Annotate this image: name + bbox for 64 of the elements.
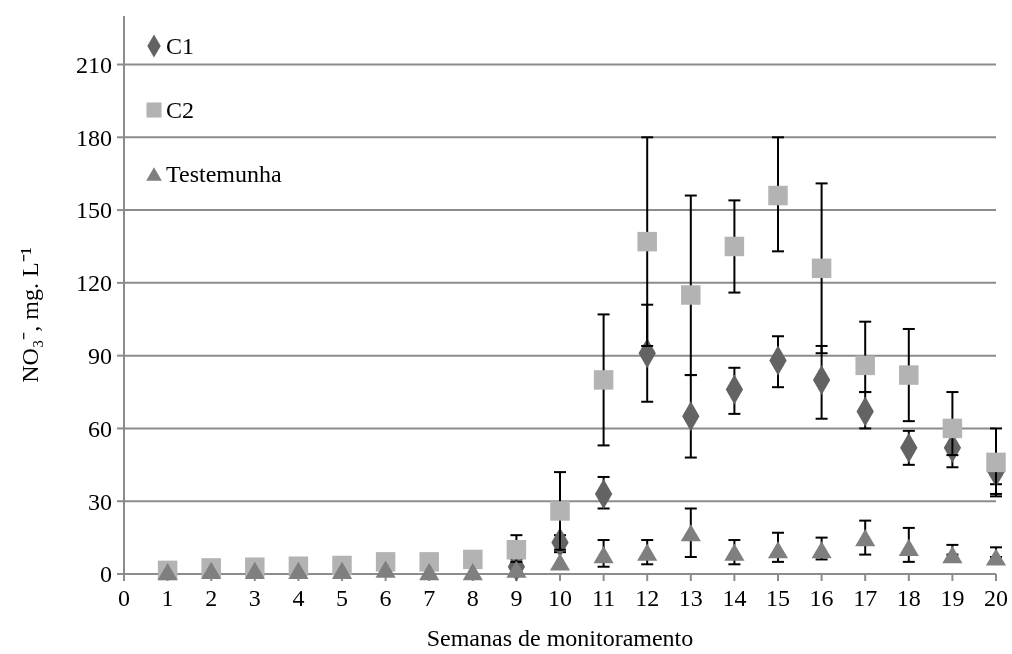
- y-axis-title: NO₃⁻, mg. L⁻¹: [17, 247, 43, 383]
- x-tick-label: 14: [722, 585, 747, 611]
- point: [375, 560, 396, 578]
- point: [506, 560, 527, 578]
- x-tick-label: 15: [766, 585, 790, 611]
- point: [637, 231, 657, 252]
- point: [244, 561, 265, 579]
- y-tick-label: 0: [100, 561, 112, 588]
- point: [898, 538, 919, 556]
- point: [331, 561, 353, 579]
- x-tick-label: 12: [635, 585, 660, 611]
- x-tick-label: 0: [118, 585, 130, 611]
- y-tick-label: 180: [76, 124, 112, 151]
- point: [288, 561, 309, 579]
- x-tick-label: 2: [205, 585, 218, 611]
- point: [680, 524, 701, 542]
- point: [855, 355, 875, 376]
- point: [811, 258, 832, 279]
- x-tick-label: 8: [466, 585, 479, 611]
- point: [899, 365, 919, 385]
- point: [942, 546, 963, 564]
- point: [811, 541, 832, 559]
- x-tick-label: 20: [984, 585, 1008, 611]
- point: [985, 548, 1007, 566]
- x-tick-label: 16: [809, 585, 834, 611]
- x-tick-label: 18: [896, 585, 921, 611]
- y-tick-label: 210: [76, 51, 112, 78]
- x-tick-label: 6: [379, 585, 392, 611]
- point: [986, 452, 1006, 473]
- y-tick-label: 90: [88, 343, 112, 370]
- y-tick-label: 120: [76, 270, 112, 297]
- point: [637, 543, 658, 561]
- point: [681, 285, 701, 305]
- legend-label: C2: [166, 97, 195, 124]
- y-tick-label: 60: [88, 415, 112, 442]
- point: [724, 543, 745, 561]
- x-tick-label: 1: [161, 585, 174, 611]
- y-tick-label: 30: [88, 488, 112, 515]
- point: [767, 541, 789, 559]
- point: [419, 563, 440, 581]
- point: [462, 563, 483, 581]
- point: [768, 185, 788, 206]
- x-tick-label: 19: [940, 585, 965, 611]
- x-tick-label: 4: [292, 585, 305, 611]
- x-tick-label: 17: [853, 585, 878, 611]
- point: [550, 501, 570, 521]
- point: [942, 418, 963, 439]
- point: [506, 539, 527, 560]
- x-tick-label: 7: [423, 585, 436, 611]
- point: [855, 529, 876, 547]
- point: [724, 236, 745, 257]
- x-tick-label: 3: [248, 585, 261, 611]
- point: [593, 546, 614, 564]
- legend-label: C1: [166, 33, 195, 60]
- x-tick-label: 11: [592, 585, 616, 611]
- x-tick-label: 10: [548, 585, 572, 611]
- x-tick-label: 13: [678, 585, 703, 611]
- x-tick-label: 5: [336, 585, 348, 611]
- x-axis-title: Semanas de monitoramento: [426, 625, 694, 651]
- x-tick-label: 9: [510, 585, 523, 611]
- y-tick-label: 150: [76, 197, 112, 224]
- point: [463, 549, 483, 570]
- legend-label: Testemunha: [166, 161, 282, 188]
- point: [593, 370, 614, 390]
